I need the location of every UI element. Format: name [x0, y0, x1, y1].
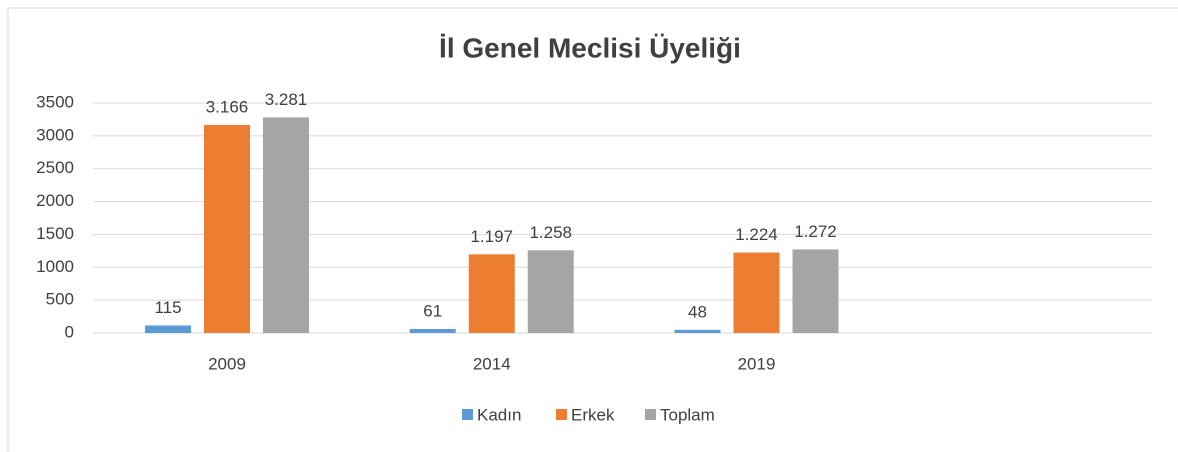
y-tick-label: 2500 — [36, 158, 74, 177]
y-tick-label: 2000 — [36, 191, 74, 210]
data-label: 1.224 — [735, 225, 778, 244]
bar — [145, 325, 191, 333]
legend-swatch — [556, 409, 567, 420]
bar — [733, 252, 780, 333]
bar — [468, 254, 515, 333]
y-tick-label: 3500 — [36, 92, 74, 111]
data-label: 61 — [423, 301, 442, 320]
bar — [263, 117, 309, 334]
legend-swatch — [462, 409, 473, 420]
data-label: 3.166 — [206, 97, 249, 116]
x-tick-label: 2014 — [473, 354, 511, 373]
data-label: 3.281 — [265, 90, 308, 109]
bar — [792, 249, 839, 333]
y-tick-label: 0 — [65, 322, 74, 341]
data-label: 1.258 — [529, 223, 572, 242]
x-tick-label: 2019 — [738, 354, 776, 373]
data-label: 1.197 — [470, 227, 513, 246]
legend-label: Kadın — [477, 405, 521, 424]
data-label: 1.272 — [794, 222, 837, 241]
y-tick-label: 500 — [46, 290, 74, 309]
x-tick-label: 2009 — [208, 354, 246, 373]
chart-title: İl Genel Meclisi Üyeliği — [439, 32, 741, 63]
legend-label: Toplam — [660, 405, 715, 424]
bar — [674, 329, 721, 333]
bar — [409, 328, 456, 333]
y-tick-label: 1500 — [36, 224, 74, 243]
bar — [527, 250, 574, 333]
legend-label: Erkek — [571, 405, 615, 424]
y-tick-label: 3000 — [36, 125, 74, 144]
y-tick-label: 1000 — [36, 257, 74, 276]
legend-swatch — [645, 409, 656, 420]
chart-frame — [7, 7, 1178, 452]
data-label: 48 — [688, 302, 707, 321]
bar — [204, 124, 250, 333]
data-label: 115 — [154, 298, 181, 317]
